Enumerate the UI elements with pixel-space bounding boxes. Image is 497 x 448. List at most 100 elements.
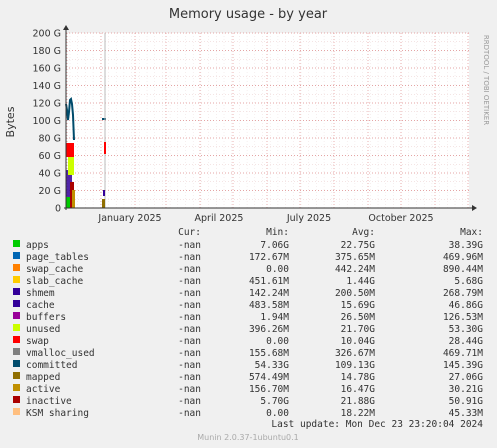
legend-value: 22.75G xyxy=(341,240,376,251)
legend-value: 50.91G xyxy=(449,396,484,407)
legend-value: 15.69G xyxy=(341,300,376,311)
legend-swatch xyxy=(13,336,20,343)
legend-column-header: Max: xyxy=(460,227,483,238)
legend-row: inactive -nan 5.70G 21.88G 50.91G xyxy=(13,396,483,407)
legend-value: 26.50M xyxy=(341,312,376,323)
legend-value: -nan xyxy=(178,252,201,263)
legend-series-name: slab_cache xyxy=(26,276,83,287)
legend-value: 0.00 xyxy=(266,264,289,275)
y-tick-label: 20 G xyxy=(39,186,61,197)
legend-row: buffers -nan 1.94M 26.50M 126.53M xyxy=(13,312,483,323)
legend-value: -nan xyxy=(178,408,201,419)
area-cache xyxy=(66,170,72,197)
y-tick-label: 60 G xyxy=(39,151,61,162)
x-tick-labels: January 2025 April 2025 July 2025 October 2… xyxy=(97,213,433,224)
legend-swatch xyxy=(13,324,20,331)
legend-swatch xyxy=(13,396,20,403)
legend-value: 16.47G xyxy=(341,384,376,395)
legend-value: 28.44G xyxy=(449,336,484,347)
legend-value: 5.68G xyxy=(454,276,483,287)
legend-column-header: Cur: xyxy=(178,227,201,238)
legend-row: swap_cache -nan 0.00 442.24M 890.44M xyxy=(13,264,483,275)
legend-value: -nan xyxy=(178,372,201,383)
legend-value: 0.00 xyxy=(266,336,289,347)
legend-value: 14.78G xyxy=(341,372,376,383)
legend-value: 21.88G xyxy=(341,396,376,407)
legend-value: -nan xyxy=(178,384,201,395)
legend-value: 375.65M xyxy=(335,252,375,263)
legend-value: 45.33M xyxy=(449,408,484,419)
legend-value: 483.58M xyxy=(249,300,289,311)
legend-value: 469.96M xyxy=(443,252,483,263)
legend-series-name: mapped xyxy=(26,372,60,383)
legend-value: -nan xyxy=(178,276,201,287)
legend-column-header: Min: xyxy=(266,227,289,238)
legend-value: -nan xyxy=(178,312,201,323)
area-swap xyxy=(66,143,74,157)
legend-series-name: swap xyxy=(26,336,49,347)
legend-swatch xyxy=(13,408,20,415)
area-mapped-small xyxy=(102,199,105,208)
line-committed xyxy=(65,96,75,141)
x-tick-label: April 2025 xyxy=(195,213,244,224)
legend-value: 5.70G xyxy=(260,396,289,407)
legend-value: 1.94M xyxy=(260,312,289,323)
legend-swatch xyxy=(13,384,20,391)
legend-swatch xyxy=(13,300,20,307)
legend-value: -nan xyxy=(178,288,201,299)
legend-row: swap -nan 0.00 10.04G 28.44G xyxy=(13,336,483,347)
legend-swatch xyxy=(13,264,20,271)
legend-value: -nan xyxy=(178,324,201,335)
legend-series-name: swap_cache xyxy=(26,264,83,275)
series-data xyxy=(65,33,106,208)
legend-series-name: inactive xyxy=(26,396,72,407)
y-tick-label: 100 G xyxy=(32,116,61,127)
y-tick-label: 40 G xyxy=(39,169,61,180)
legend-column-header: Avg: xyxy=(352,227,375,238)
last-update: Last update: Mon Dec 23 23:20:04 2024 xyxy=(271,419,483,430)
legend-series-name: KSM sharing xyxy=(26,408,89,419)
legend-value: 156.70M xyxy=(249,384,289,395)
legend-value: 10.04G xyxy=(341,336,376,347)
y-tick-label: 80 G xyxy=(39,134,61,145)
legend-value: 145.39G xyxy=(443,360,483,371)
legend-value: 142.24M xyxy=(249,288,289,299)
x-tick-label: July 2025 xyxy=(286,213,331,224)
x-tick-label: October 2025 xyxy=(368,213,433,224)
legend-value: 451.61M xyxy=(249,276,289,287)
y-tick-label: 180 G xyxy=(32,46,61,57)
area-active xyxy=(72,190,75,208)
legend-row: active -nan 156.70M 16.47G 30.21G xyxy=(13,384,483,395)
legend-value: 46.86G xyxy=(449,300,484,311)
y-tick-label: 120 G xyxy=(32,99,61,110)
y-tick-label: 140 G xyxy=(32,81,61,92)
legend-swatch xyxy=(13,372,20,379)
chart-title: Memory usage - by year xyxy=(169,7,328,22)
legend-value: 18.22M xyxy=(341,408,376,419)
legend-swatch xyxy=(13,252,20,259)
legend-swatch xyxy=(13,276,20,283)
legend-row: mapped -nan 574.49M 14.78G 27.06G xyxy=(13,372,483,383)
legend-value: 200.50M xyxy=(335,288,375,299)
legend-row: unused -nan 396.26M 21.70G 53.30G xyxy=(13,324,483,335)
legend-swatch xyxy=(13,288,20,295)
legend-value: 155.68M xyxy=(249,348,289,359)
y-tick-label: 0 xyxy=(55,204,61,215)
legend-value: -nan xyxy=(178,348,201,359)
x-axis-arrow xyxy=(472,205,477,211)
y-tick-labels: 0 20 G 40 G 60 G 80 G 100 G 120 G 140 G 160 G 180… xyxy=(32,29,61,215)
legend-value: 172.67M xyxy=(249,252,289,263)
legend-value: 574.49M xyxy=(249,372,289,383)
legend-series-name: unused xyxy=(26,324,60,335)
legend-value: 268.79M xyxy=(443,288,483,299)
legend-row: slab_cache -nan 451.61M 1.44G 5.68G xyxy=(13,276,483,287)
y-tick-label: 200 G xyxy=(32,29,61,40)
y-axis-arrow xyxy=(63,25,69,30)
legend-value: 53.30G xyxy=(449,324,484,335)
legend-header: Cur: Min: Avg: Max: xyxy=(178,227,483,238)
legend-row: committed -nan 54.33G 109.13G 145.39G xyxy=(13,360,483,371)
legend-row: page_tables -nan 172.67M 375.65M 469.96M xyxy=(13,252,483,263)
legend-series-name: cache xyxy=(26,300,55,311)
legend-value: 21.70G xyxy=(341,324,376,335)
